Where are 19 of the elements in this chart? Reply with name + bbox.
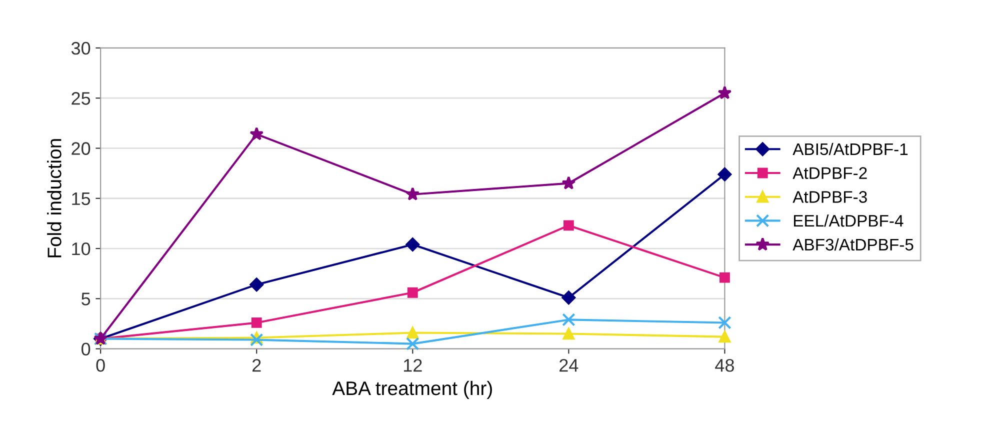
x-tick-label: 24 (560, 359, 578, 372)
x-tick-label: 0 (96, 359, 105, 372)
x-tick-label: 12 (404, 359, 422, 372)
y-axis-title: Fold induction (47, 139, 62, 258)
x-tick-label: 48 (715, 359, 734, 372)
x-axis-title: ABA treatment (hr) (332, 380, 492, 400)
y-tick-label: 15 (72, 192, 90, 206)
x-tick-label: 2 (252, 359, 261, 372)
legend-label: EEL/AtDPBF-4 (794, 214, 904, 227)
y-tick-label: 25 (72, 92, 90, 105)
y-tick-label: 5 (82, 292, 90, 306)
legend-label: ABF3/AtDPBF-5 (792, 238, 914, 251)
legend-label: AtDPBF-2 (792, 167, 867, 179)
legend-label: ABI5/AtDPBF-1 (792, 142, 908, 156)
y-tick-label: 30 (71, 42, 90, 55)
legend-label: AtDPBF-3 (792, 191, 867, 203)
y-tick-label: 0 (82, 342, 90, 356)
y-tick-label: 10 (72, 242, 90, 256)
y-tick-label: 20 (72, 142, 90, 155)
